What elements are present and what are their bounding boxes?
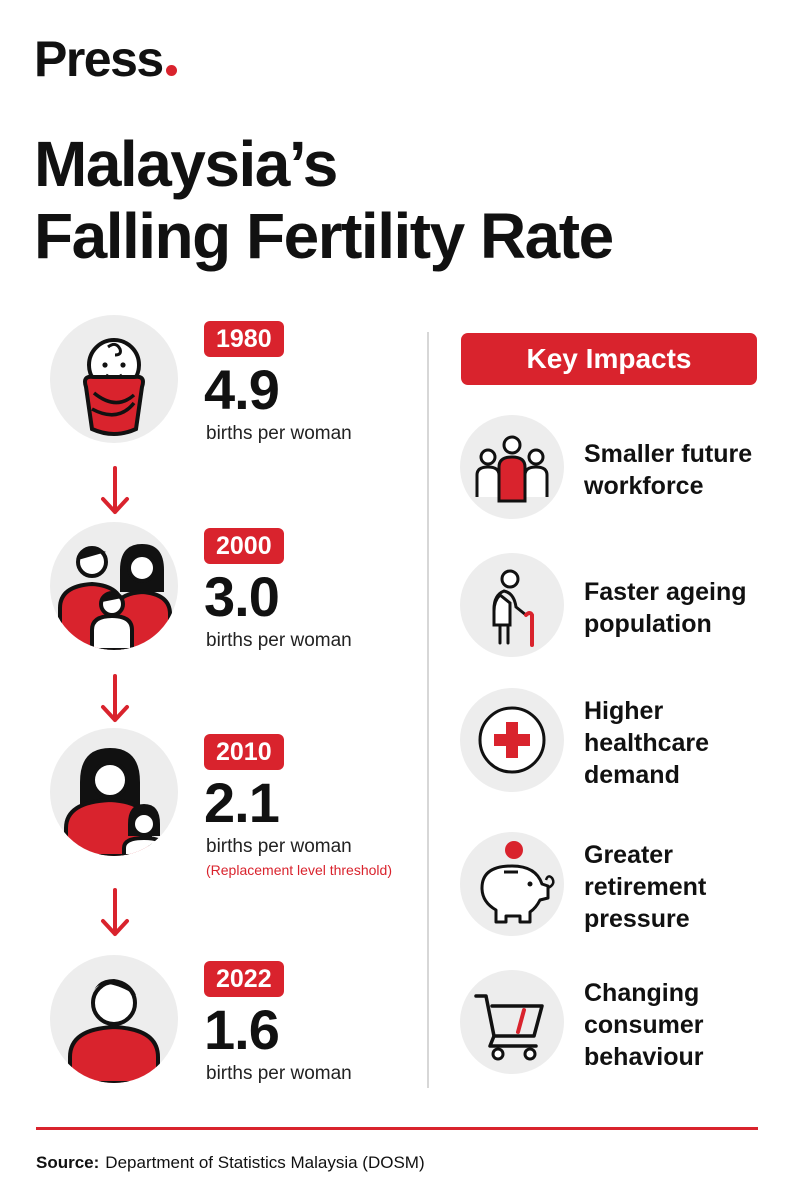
rate-unit: births per woman bbox=[206, 630, 352, 651]
impact-label: Higher healthcare demand bbox=[584, 697, 710, 789]
page-title: Malaysia’s Falling Fertility Rate bbox=[34, 128, 614, 272]
impact-label: Changing consumer behaviour bbox=[584, 979, 704, 1071]
impact-item-workforce: Smaller future workforce bbox=[460, 415, 780, 525]
timeline-item-2000: 2000 3.0 births per woman bbox=[50, 522, 410, 672]
impact-label: Smaller future workforce bbox=[584, 440, 753, 500]
rate-unit: births per woman bbox=[206, 836, 352, 857]
rate-unit: births per woman bbox=[206, 1063, 352, 1084]
piggy-bank-icon bbox=[460, 832, 564, 936]
brand-name: Press bbox=[34, 31, 164, 87]
baby-icon bbox=[50, 315, 178, 443]
elderly-icon bbox=[460, 553, 564, 657]
page-title-line-2: Falling Fertility Rate bbox=[34, 200, 614, 272]
impact-item-ageing: Faster ageing population bbox=[460, 553, 780, 663]
impact-label: Greater retirement pressure bbox=[584, 841, 707, 933]
arrow-down-icon bbox=[101, 674, 129, 722]
arrow-down-icon bbox=[101, 888, 129, 936]
medical-cross-icon bbox=[460, 688, 564, 792]
impact-label: Faster ageing population bbox=[584, 578, 747, 638]
impact-item-healthcare: Higher healthcare demand bbox=[460, 688, 780, 798]
column-divider bbox=[427, 332, 429, 1088]
workforce-icon bbox=[460, 415, 564, 519]
mother-child-icon bbox=[50, 728, 178, 856]
single-person-icon bbox=[50, 955, 178, 1083]
timeline-item-2022: 2022 1.6 births per woman bbox=[50, 955, 410, 1105]
fertility-rate: 1.6 bbox=[204, 998, 280, 1061]
fertility-rate: 2.1 bbox=[204, 771, 280, 834]
rate-unit: births per woman bbox=[206, 423, 352, 444]
replacement-level-note: (Replacement level threshold) bbox=[206, 862, 392, 878]
year-badge: 1980 bbox=[204, 321, 284, 357]
impact-item-consumer: Changing consumer behaviour bbox=[460, 970, 780, 1080]
shopping-cart-icon bbox=[460, 970, 564, 1074]
year-badge: 2000 bbox=[204, 528, 284, 564]
source-text: Department of Statistics Malaysia (DOSM) bbox=[105, 1153, 425, 1172]
footer-divider bbox=[36, 1127, 758, 1130]
brand-logo: Press bbox=[34, 30, 177, 88]
arrow-down-icon bbox=[101, 466, 129, 514]
source-label: Source: bbox=[36, 1153, 100, 1172]
fertility-rate: 3.0 bbox=[204, 565, 280, 628]
fertility-rate: 4.9 bbox=[204, 358, 280, 421]
source-credit: Source: Department of Statistics Malaysia… bbox=[36, 1153, 425, 1173]
page-title-line-1: Malaysia’s bbox=[34, 128, 338, 200]
timeline-item-1980: 1980 4.9 births per woman bbox=[50, 315, 410, 465]
year-badge: 2010 bbox=[204, 734, 284, 770]
impact-item-retirement: Greater retirement pressure bbox=[460, 832, 780, 942]
year-badge: 2022 bbox=[204, 961, 284, 997]
family-icon bbox=[50, 522, 178, 650]
brand-dot bbox=[165, 65, 177, 76]
timeline-item-2010: 2010 2.1 births per woman (Replacement l… bbox=[50, 728, 410, 878]
key-impacts-header: Key Impacts bbox=[461, 333, 757, 385]
